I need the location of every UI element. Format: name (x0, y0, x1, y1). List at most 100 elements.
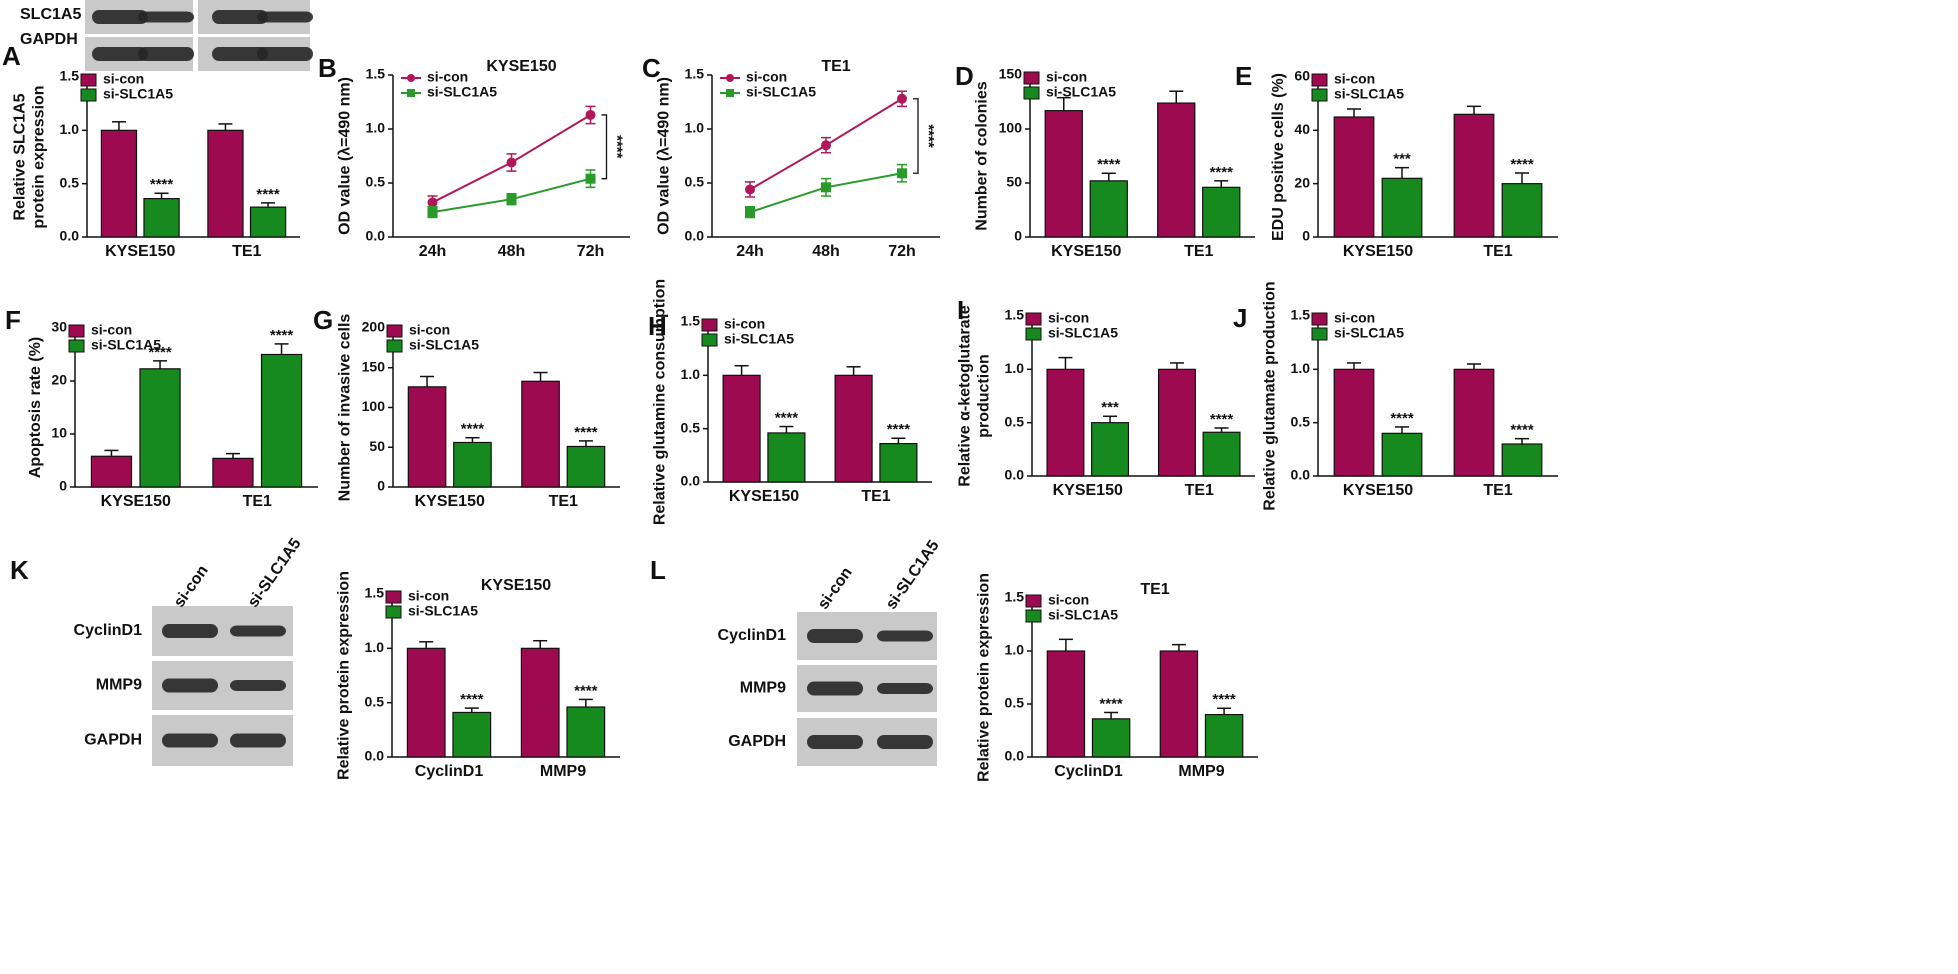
x-tick-label: 48h (812, 243, 840, 260)
legend-swatch (1025, 327, 1042, 341)
panel-letter: B (318, 53, 337, 83)
significance: **** (1510, 156, 1534, 173)
blot-column-label: si-con (171, 562, 212, 610)
bar (1501, 443, 1543, 477)
blot-band (162, 678, 218, 693)
legend-label: si-SLC1A5 (103, 86, 173, 102)
blot-band (807, 735, 863, 749)
point (897, 168, 907, 179)
blot-row-label: GAPDH (20, 31, 78, 48)
point (585, 173, 596, 184)
bar (767, 432, 806, 483)
legend-label: si-SLC1A5 (1334, 325, 1404, 341)
point (745, 184, 755, 195)
y-axis-label: OD value (λ=490 nm) (656, 77, 673, 235)
legend-swatch (386, 324, 403, 338)
legend-label: si-con (1046, 69, 1087, 85)
panel-letter: A (2, 41, 21, 71)
y-tick-label: 1.5 (1005, 589, 1025, 605)
significance: **** (920, 124, 937, 148)
significance: **** (460, 691, 484, 708)
blot-band (162, 733, 218, 748)
legend-label: si-SLC1A5 (1046, 84, 1116, 100)
y-axis-label: Apoptosis rate (%) (27, 337, 44, 478)
y-tick-label: 0.0 (366, 228, 386, 244)
legend-swatch (68, 324, 85, 338)
legend-label: si-con (409, 322, 450, 338)
legend-swatch (701, 333, 718, 347)
significance: **** (148, 344, 172, 361)
bar (1159, 650, 1199, 758)
bar (143, 198, 180, 238)
y-tick-label: 1.5 (366, 66, 386, 82)
blot-row-label: SLC1A5 (20, 6, 81, 23)
panel-letter: I (957, 295, 964, 325)
blot-band (92, 10, 148, 24)
legend-swatch (385, 605, 402, 619)
blot-band (162, 624, 218, 638)
y-axis-label: OD value (λ=490 nm) (337, 77, 354, 235)
significance: **** (1099, 695, 1123, 712)
x-tick-label: 72h (888, 243, 916, 260)
y-axis-label: Relative glutamine consumption (652, 279, 669, 525)
significance: *** (1393, 151, 1411, 168)
y-tick-label: 0.5 (60, 174, 80, 190)
y-axis-label: Relative glutamate production (1262, 281, 1279, 510)
bar (139, 368, 181, 488)
blot-column-label: si-SLC1A5 (245, 535, 305, 610)
legend-label: si-SLC1A5 (1048, 607, 1118, 623)
blot-column-label: si-con (815, 564, 856, 612)
y-tick-label: 1.5 (685, 66, 705, 82)
y-tick-label: 40 (1294, 121, 1310, 137)
x-tick-label: CyclinD1 (1054, 763, 1123, 780)
bracket (601, 114, 608, 180)
legend-label: si-con (1334, 310, 1375, 326)
significance: **** (609, 135, 626, 159)
significance: **** (574, 682, 598, 699)
bar (407, 386, 447, 488)
legend-label: si-con (1048, 310, 1089, 326)
x-tick-label: MMP9 (1178, 763, 1224, 780)
x-tick-label: 72h (577, 243, 605, 260)
point (427, 197, 438, 208)
bar (1044, 110, 1083, 238)
bar (566, 706, 606, 758)
y-tick-label: 100 (999, 120, 1023, 136)
legend-label: si-con (1048, 592, 1089, 608)
legend-swatch (386, 339, 403, 353)
y-tick-label: 0 (377, 478, 385, 494)
y-axis-label: Relative protein expression (336, 571, 353, 780)
y-axis-label: Number of invasive cells (337, 314, 354, 502)
point (506, 194, 517, 205)
x-tick-label: 24h (736, 243, 764, 260)
x-tick-label: KYSE150 (1051, 243, 1121, 260)
x-tick-label: 24h (419, 243, 447, 260)
point (506, 157, 517, 168)
x-tick-label: TE1 (1483, 243, 1512, 260)
y-axis-label: Relative protein expression (976, 573, 993, 782)
x-tick-label: KYSE150 (729, 488, 799, 505)
blot-row-label: GAPDH (728, 733, 786, 750)
y-tick-label: 0.5 (681, 419, 701, 435)
point (821, 140, 831, 151)
y-tick-label: 0.0 (365, 748, 385, 764)
y-tick-label: 0.5 (685, 174, 705, 190)
legend-label: si-con (408, 588, 449, 604)
y-axis-label: protein expression (31, 85, 48, 228)
blot-column-label: si-SLC1A5 (883, 537, 943, 612)
bar (90, 455, 133, 488)
legend-label: si-SLC1A5 (91, 337, 161, 353)
panel-letter: E (1235, 61, 1252, 91)
bar (207, 129, 244, 238)
y-axis-label: Number of colonies (974, 81, 991, 230)
bar (1381, 432, 1423, 477)
legend-label: si-con (427, 69, 468, 85)
bar (1453, 113, 1495, 238)
legend-marker (407, 89, 415, 97)
legend-label: si-con (724, 316, 765, 332)
bar (452, 711, 492, 758)
y-axis-label: EDU positive cells (%) (1270, 73, 1287, 241)
y-tick-label: 0 (1014, 228, 1022, 244)
legend-swatch (701, 318, 718, 332)
legend-swatch (80, 88, 97, 102)
